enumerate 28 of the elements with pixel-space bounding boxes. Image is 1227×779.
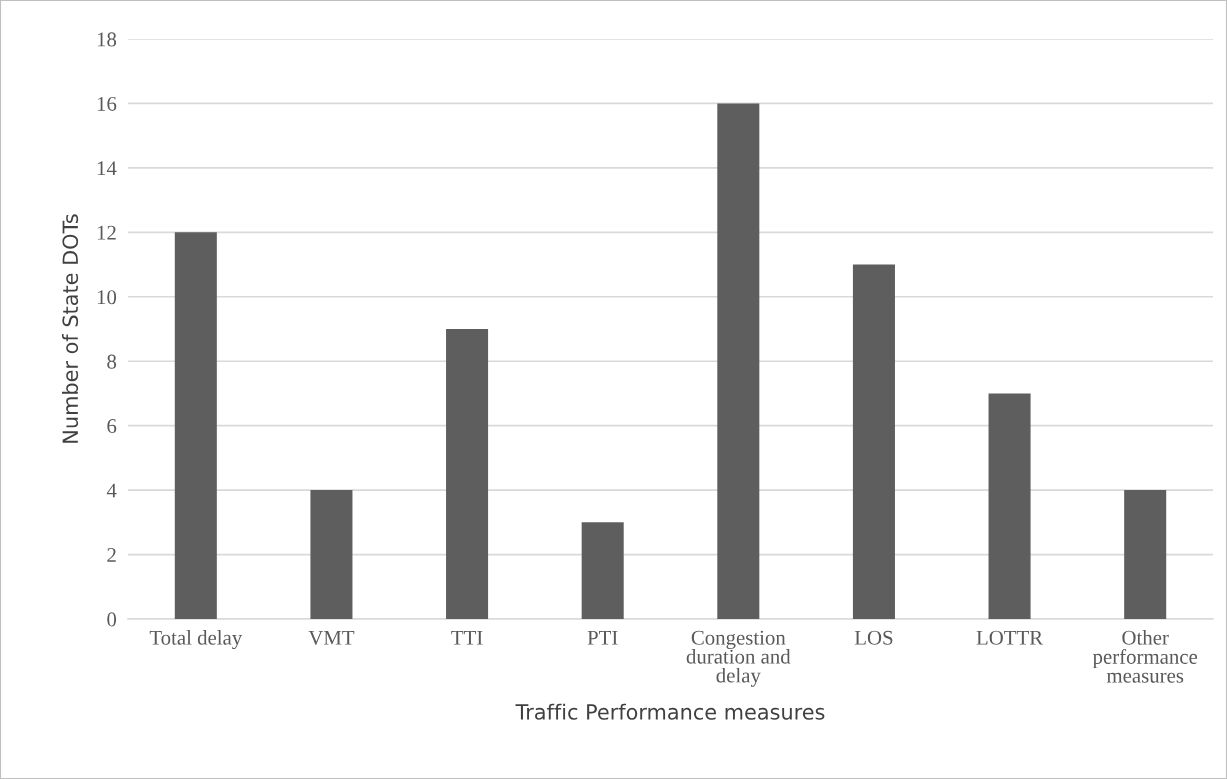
bar [717,103,760,619]
x-tick-label: Congestion duration and delay [686,630,791,687]
x-axis-title: Traffic Performance measures [515,703,825,720]
y-tick-label: 10 [97,290,117,305]
y-tick-label: 2 [107,547,116,562]
x-tick-label: TTI [451,630,483,645]
bar [446,329,489,619]
y-axis-title: Number of State DOTs [62,214,79,443]
x-tick-label: LOS [854,630,893,645]
y-tick-label: 14 [97,161,117,176]
x-tick-label: LOTTR [976,630,1044,645]
y-tick-label: 8 [107,354,117,369]
bar [174,232,217,619]
bar [988,393,1031,619]
bar [581,522,624,619]
y-tick-label: 12 [97,225,116,240]
y-tick-label: 4 [106,483,117,498]
bar [852,264,895,619]
y-tick-label: 6 [107,419,117,434]
x-tick-label: Total delay [149,630,243,650]
x-tick-label: PTI [587,630,618,645]
y-tick-label: 0 [107,612,117,627]
x-tick-label: Other performance measures [1092,630,1198,683]
y-tick-label: 16 [97,96,117,111]
bar [1124,490,1167,619]
bar [310,490,353,619]
x-tick-label: VMT [308,630,355,645]
y-tick-label: 18 [97,32,117,47]
